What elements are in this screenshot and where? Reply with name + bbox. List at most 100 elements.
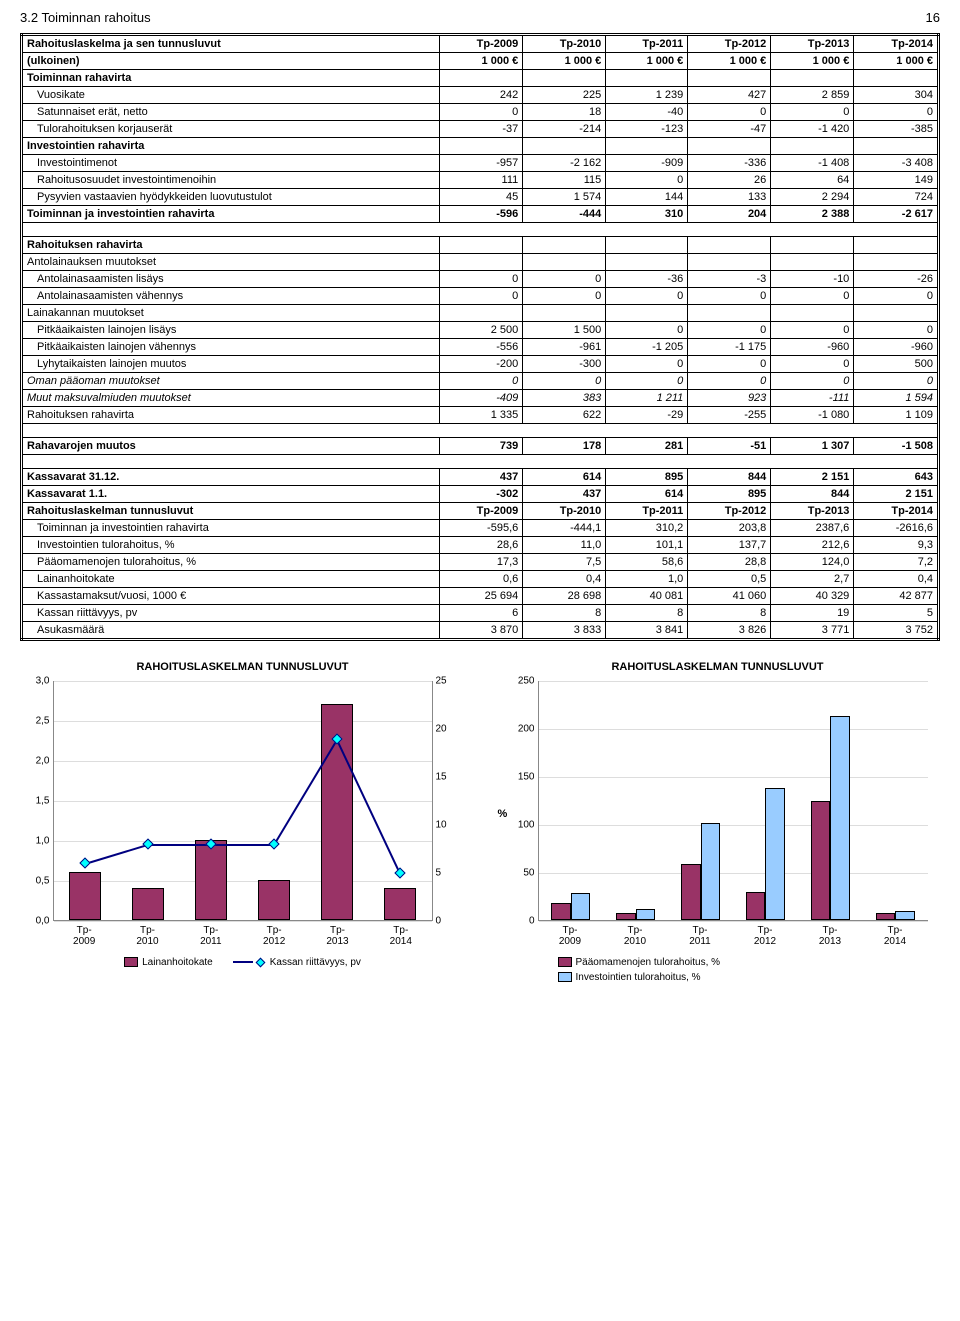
- cell: 5: [854, 605, 939, 622]
- cell: [854, 138, 939, 155]
- page-number: 16: [926, 10, 940, 25]
- cell: 0: [440, 373, 523, 390]
- cell: Kassavarat 31.12.: [22, 469, 440, 486]
- cell: -2 617: [854, 206, 939, 223]
- cell: -1 420: [771, 121, 854, 138]
- cell: Kassavarat 1.1.: [22, 486, 440, 503]
- cell: Pitkäaikaisten lainojen vähennys: [22, 339, 440, 356]
- cell: 26: [688, 172, 771, 189]
- cell: [854, 305, 939, 322]
- cell: 0: [523, 373, 606, 390]
- table-body: Toiminnan rahavirtaVuosikate2422251 2394…: [22, 70, 939, 640]
- cell: 0: [523, 271, 606, 288]
- chart-right: RAHOITUSLASKELMAN TUNNUSLUVUT % 05010015…: [498, 661, 938, 983]
- x-tick-label: Tp-2013: [798, 925, 863, 947]
- cell: -1 205: [606, 339, 688, 356]
- cell: 178: [523, 438, 606, 455]
- cell: -957: [440, 155, 523, 172]
- cell: [440, 237, 523, 254]
- cell: Vuosikate: [22, 87, 440, 104]
- x-tick-label: Tp-2014: [863, 925, 928, 947]
- cell: [606, 254, 688, 271]
- cell: 427: [688, 87, 771, 104]
- cell: 923: [688, 390, 771, 407]
- cell: 124,0: [771, 554, 854, 571]
- col-header: Tp-2009: [440, 35, 523, 53]
- y2-tick-label: 15: [432, 772, 447, 783]
- chart-title: RAHOITUSLASKELMAN TUNNUSLUVUT: [23, 661, 463, 673]
- cell: -1 175: [688, 339, 771, 356]
- y-tick-label: 3,0: [36, 676, 54, 687]
- cell: -444: [523, 206, 606, 223]
- cell: 225: [523, 87, 606, 104]
- bar: [830, 716, 849, 920]
- cell: Tp-2012: [688, 503, 771, 520]
- cell: -302: [440, 486, 523, 503]
- cell: 242: [440, 87, 523, 104]
- x-tick-label: Tp-2009: [53, 925, 116, 947]
- cell: 3 752: [854, 622, 939, 640]
- cell: [688, 305, 771, 322]
- bar: [701, 823, 720, 920]
- cell: 58,6: [606, 554, 688, 571]
- y-tick-label: 0,5: [36, 876, 54, 887]
- bar: [132, 888, 164, 920]
- cell: 0: [771, 356, 854, 373]
- cell: 1 307: [771, 438, 854, 455]
- cell: [771, 237, 854, 254]
- y-tick-label: 1,0: [36, 836, 54, 847]
- finance-table: Rahoituslaskelma ja sen tunnusluvutTp-20…: [20, 33, 940, 641]
- cell: 304: [854, 87, 939, 104]
- cell: 437: [440, 469, 523, 486]
- cell: 437: [523, 486, 606, 503]
- cell: [440, 138, 523, 155]
- cell: -36: [606, 271, 688, 288]
- y-tick-label: 1,5: [36, 796, 54, 807]
- cell: [606, 237, 688, 254]
- cell: -336: [688, 155, 771, 172]
- legend-label: Pääomamenojen tulorahoitus, %: [576, 957, 721, 968]
- cell: -111: [771, 390, 854, 407]
- cell: 1 500: [523, 322, 606, 339]
- cell: 3 870: [440, 622, 523, 640]
- cell: 0: [854, 373, 939, 390]
- cell: 40 081: [606, 588, 688, 605]
- cell: [854, 70, 939, 87]
- cell: Antolainauksen muutokset: [22, 254, 440, 271]
- cell: 1 239: [606, 87, 688, 104]
- y-tick-label: 2,5: [36, 716, 54, 727]
- cell: 0: [771, 322, 854, 339]
- legend-label: Investointien tulorahoitus, %: [576, 972, 701, 983]
- cell: 1 574: [523, 189, 606, 206]
- cell: Rahoituksen rahavirta: [22, 237, 440, 254]
- cell: -960: [854, 339, 939, 356]
- cell: [523, 70, 606, 87]
- cell: -385: [854, 121, 939, 138]
- cell: 0: [523, 288, 606, 305]
- y-tick-label: 50: [523, 868, 538, 879]
- col-subheader: 1 000 €: [771, 53, 854, 70]
- y2-tick-label: 25: [432, 676, 447, 687]
- cell: 3 833: [523, 622, 606, 640]
- legend-label: Kassan riittävyys, pv: [270, 957, 361, 968]
- col-subheader: (ulkoinen): [22, 53, 440, 70]
- cell: -595,6: [440, 520, 523, 537]
- cell: -444,1: [523, 520, 606, 537]
- y-tick-label: 0,0: [36, 916, 54, 927]
- cell: [771, 138, 854, 155]
- cell: [771, 305, 854, 322]
- legend-swatch: [124, 957, 138, 967]
- legend-swatch: [558, 957, 572, 967]
- y2-tick-label: 10: [432, 820, 447, 831]
- cell: -409: [440, 390, 523, 407]
- cell: 212,6: [771, 537, 854, 554]
- cell: 8: [606, 605, 688, 622]
- cell: 643: [854, 469, 939, 486]
- cell: 64: [771, 172, 854, 189]
- cell: 2 294: [771, 189, 854, 206]
- bar: [195, 840, 227, 920]
- cell: -300: [523, 356, 606, 373]
- x-tick-label: Tp-2009: [538, 925, 603, 947]
- cell: Tp-2014: [854, 503, 939, 520]
- y-tick-label: 250: [518, 676, 539, 687]
